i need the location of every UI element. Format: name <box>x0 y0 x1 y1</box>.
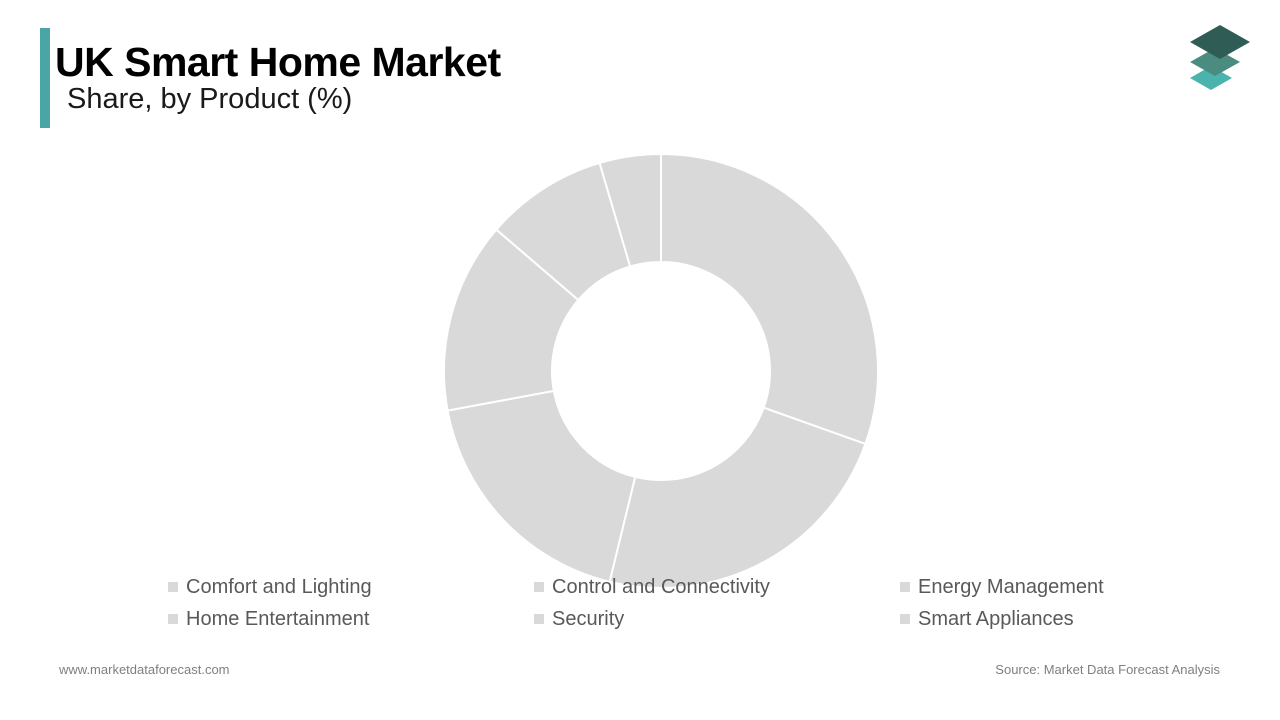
legend-label: Comfort and Lighting <box>186 575 372 598</box>
legend-label: Security <box>552 607 625 630</box>
stacked-layers-icon <box>1190 25 1250 90</box>
slice-comfort-and-lighting <box>660 152 879 446</box>
legend-item-home-entertainment: Home Entertainment <box>168 607 534 631</box>
logo-layer-top <box>1190 25 1250 59</box>
legend-item-smart-appliances: Smart Appliances <box>900 607 1266 631</box>
legend-swatch <box>534 614 544 624</box>
legend-swatch <box>900 582 910 592</box>
legend-item-security: Security <box>534 607 900 631</box>
legend-label: Home Entertainment <box>186 607 370 630</box>
slice-control-and-connectivity <box>608 406 867 589</box>
slice-smart-appliances <box>598 152 662 268</box>
chart-subtitle: Share, by Product (%) <box>67 83 353 115</box>
legend-label: Control and Connectivity <box>552 575 770 598</box>
title-accent-bar <box>40 28 50 128</box>
chart-legend: Comfort and Lighting Control and Connecti… <box>168 575 1268 631</box>
legend-swatch <box>168 582 178 592</box>
chart-title: UK Smart Home Market <box>55 39 501 85</box>
legend-item-comfort-and-lighting: Comfort and Lighting <box>168 575 534 599</box>
footer-source: Source: Market Data Forecast Analysis <box>995 662 1220 677</box>
legend-swatch <box>168 614 178 624</box>
donut-slices <box>443 152 879 589</box>
slice-energy-management <box>446 389 637 584</box>
legend-item-energy-management: Energy Management <box>900 575 1266 599</box>
footer-website: www.marketdataforecast.com <box>59 662 230 677</box>
legend-label: Energy Management <box>918 575 1104 598</box>
legend-item-control-and-connectivity: Control and Connectivity <box>534 575 900 599</box>
legend-label: Smart Appliances <box>918 607 1074 630</box>
legend-swatch <box>900 614 910 624</box>
logo-layer-middle <box>1190 48 1240 76</box>
legend-swatch <box>534 582 544 592</box>
